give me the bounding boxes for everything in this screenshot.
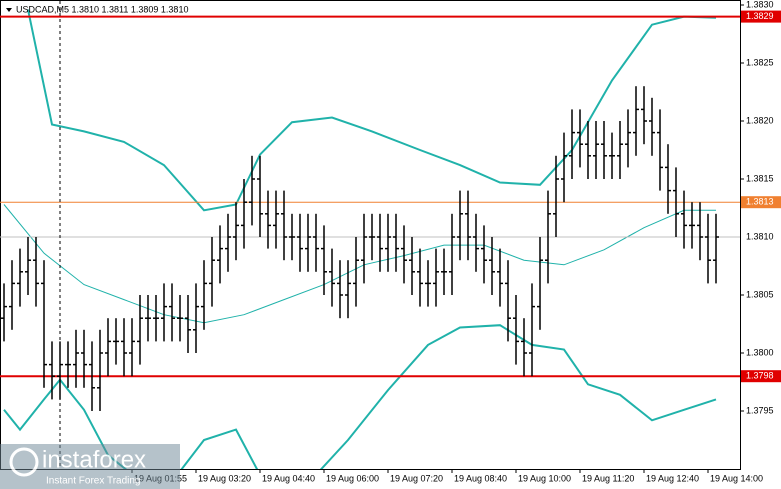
price-label: 1.3810 — [746, 231, 774, 241]
y-tick-label: 1.3795 — [746, 405, 774, 415]
x-tick-label: 19 Aug 04:40 — [262, 473, 315, 483]
x-tick-label: 19 Aug 11:20 — [582, 473, 634, 483]
chart-title: USDCAD,M5 1.3810 1.3811 1.3809 1.3810 — [16, 4, 188, 14]
watermark: instaforex Instant Forex Trading — [0, 444, 180, 489]
x-tick-label: 19 Aug 03:20 — [198, 473, 251, 483]
logo — [9, 447, 39, 477]
plot-frame — [0, 0, 741, 470]
y-tick-label: 1.3825 — [746, 57, 774, 67]
price-label: 1.3798 — [746, 371, 774, 381]
y-tick-label: 1.3815 — [746, 173, 774, 183]
band-line — [3, 324, 717, 469]
price-label-bg — [741, 10, 781, 23]
x-tick-label: 19 Aug 14:00 — [710, 473, 763, 483]
plot-area — [0, 9, 740, 469]
price-label-bg — [741, 196, 781, 209]
x-tick-label: 19 Aug 10:00 — [518, 473, 571, 483]
menu-arrow — [6, 8, 12, 12]
x-tick-label: 19 Aug 07:20 — [390, 473, 443, 483]
price-label-bg — [741, 231, 781, 243]
y-tick-label: 1.3830 — [746, 0, 774, 9]
axes: 1.3830 1.3825 1.3820 1.3815 1.3810 1.3805 1.38… — [131, 0, 781, 483]
price-label: 1.3813 — [746, 197, 774, 207]
y-tick-label: 1.3820 — [746, 115, 774, 125]
band-line — [27, 9, 717, 212]
x-tick-label: 19 Aug 06:00 — [326, 473, 379, 483]
x-tick-label: 19 Aug 08:40 — [454, 473, 507, 483]
y-tick-label: 1.3805 — [746, 289, 774, 299]
x-tick-label: 19 Aug 12:40 — [646, 473, 699, 483]
brand: instaforex — [42, 446, 146, 473]
y-tick-label: 1.3800 — [746, 347, 774, 357]
price-label: 1.3829 — [746, 11, 774, 21]
tagline: Instant Forex Trading — [46, 476, 141, 487]
price-label-bg — [741, 370, 781, 383]
